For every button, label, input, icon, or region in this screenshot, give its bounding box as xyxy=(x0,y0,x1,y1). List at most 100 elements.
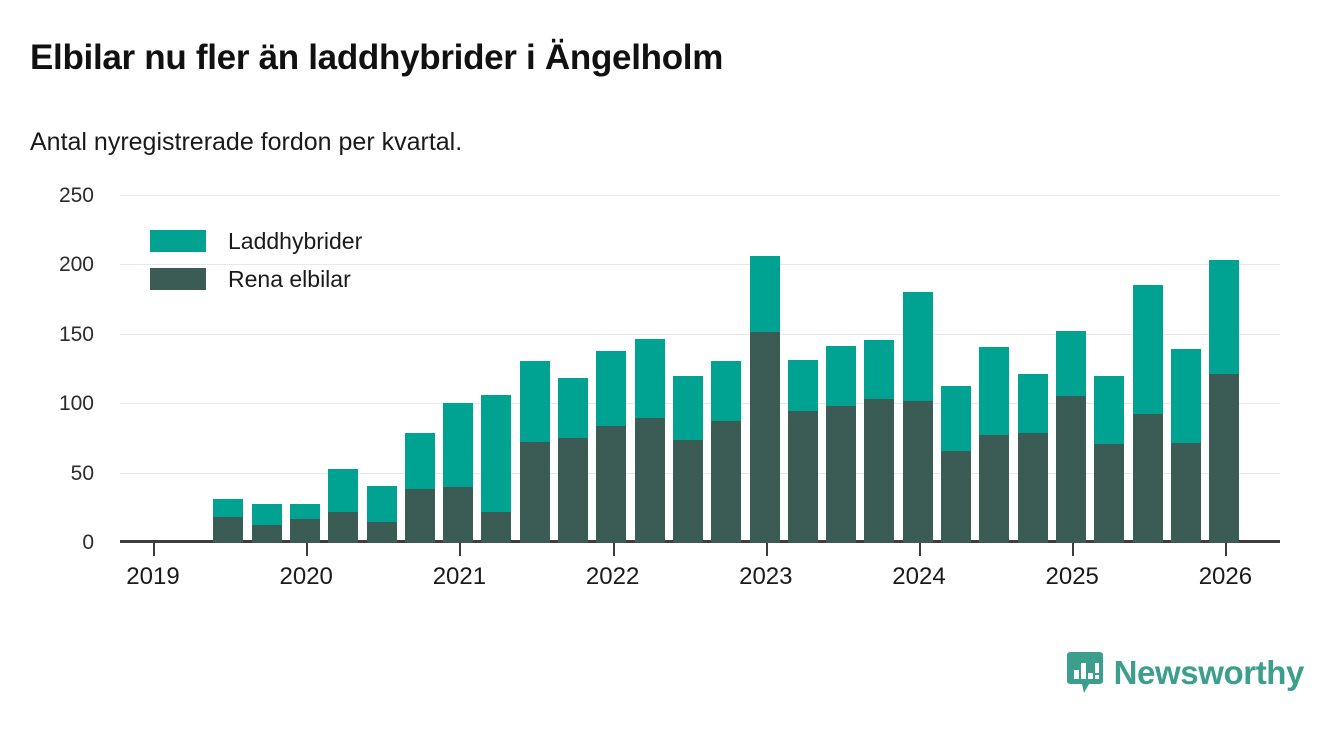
gridline-200 xyxy=(120,264,1280,266)
bar-2024-Q4[interactable] xyxy=(1055,330,1086,543)
bar-2023-Q2[interactable] xyxy=(826,345,857,543)
bar-2019-Q2[interactable] xyxy=(213,498,244,543)
bar-segment-rena-elbilar xyxy=(1209,373,1240,543)
bar-2023-Q1[interactable] xyxy=(787,359,818,543)
x-tick-2023 xyxy=(765,543,768,556)
newsworthy-wordmark: Newsworthy xyxy=(1113,654,1305,691)
bar-segment-rena-elbilar xyxy=(251,524,282,543)
bar-segment-laddhybrider xyxy=(749,255,780,333)
legend-swatch-rena-elbilar xyxy=(150,268,206,290)
x-tick-2022 xyxy=(612,543,615,556)
bar-segment-rena-elbilar xyxy=(596,426,627,543)
legend-label-rena-elbilar: Rena elbilar xyxy=(228,265,351,292)
bar-segment-laddhybrider xyxy=(826,345,857,406)
bar-segment-rena-elbilar xyxy=(519,441,550,543)
bar-segment-laddhybrider xyxy=(1055,330,1086,396)
bar-2025-Q4[interactable] xyxy=(1209,259,1240,543)
bar-2021-Q2[interactable] xyxy=(519,361,550,543)
bar-segment-laddhybrider xyxy=(979,347,1010,435)
x-tick-label-2021: 2021 xyxy=(432,563,487,590)
bar-2022-Q1[interactable] xyxy=(634,338,665,543)
bar-segment-laddhybrider xyxy=(1017,373,1048,434)
bar-chart: 0 50 100 150 200 250 2019 2020 2021 2022 2023 2024… xyxy=(0,180,1340,600)
bar-segment-laddhybrider xyxy=(404,433,435,489)
x-tick-2021 xyxy=(459,543,462,556)
bar-2022-Q3[interactable] xyxy=(711,361,742,543)
bar-segment-laddhybrider xyxy=(213,498,244,517)
bar-segment-laddhybrider xyxy=(672,376,703,441)
page-subtitle: Antal nyregistrerade fordon per kvartal. xyxy=(30,128,463,156)
bar-2021-Q1[interactable] xyxy=(481,394,512,543)
gridline-150 xyxy=(120,333,1280,335)
bar-segment-laddhybrider xyxy=(634,338,665,419)
y-tick-label-0: 0 xyxy=(82,531,94,554)
bar-segment-rena-elbilar xyxy=(558,437,588,543)
bar-segment-rena-elbilar xyxy=(711,420,742,543)
bar-2024-Q3[interactable] xyxy=(1017,373,1048,543)
bar-2022-Q4[interactable] xyxy=(749,255,780,543)
legend-item-rena-elbilar: Rena elbilar xyxy=(150,260,362,298)
bar-segment-laddhybrider xyxy=(328,469,359,513)
bar-2023-Q4[interactable] xyxy=(902,291,933,543)
legend-label-laddhybrider: Laddhybrider xyxy=(228,227,363,254)
bar-segment-rena-elbilar xyxy=(634,418,665,543)
legend-swatch-laddhybrider xyxy=(150,230,206,252)
x-tick-label-2022: 2022 xyxy=(585,563,640,590)
bar-2019-Q4[interactable] xyxy=(289,504,320,543)
bar-segment-rena-elbilar xyxy=(902,401,933,543)
x-tick-label-2026: 2026 xyxy=(1198,563,1253,590)
bar-segment-rena-elbilar xyxy=(787,411,818,543)
x-tick-2024 xyxy=(919,543,921,556)
bar-segment-rena-elbilar xyxy=(366,522,397,543)
bar-2019-Q3[interactable] xyxy=(251,504,282,543)
bar-segment-rena-elbilar xyxy=(1132,413,1163,543)
y-axis-labels: 0 50 100 150 200 250 xyxy=(0,184,108,554)
bar-segment-rena-elbilar xyxy=(213,516,244,543)
bar-2022-Q2[interactable] xyxy=(672,376,703,543)
bar-segment-rena-elbilar xyxy=(672,440,703,543)
x-tick-label-2019: 2019 xyxy=(126,563,180,590)
x-tick-2026 xyxy=(1225,543,1228,556)
bar-2025-Q1[interactable] xyxy=(1094,376,1125,543)
bar-segment-laddhybrider xyxy=(443,402,474,488)
plot-area xyxy=(120,195,1280,543)
bar-2020-Q3[interactable] xyxy=(404,433,435,543)
speech-bubble-bar-chart-icon xyxy=(1066,651,1104,695)
bar-2021-Q4[interactable] xyxy=(596,351,627,543)
x-axis: 2019 2020 2021 2022 2023 2024 2025 2026 xyxy=(120,543,1280,603)
y-tick-label-100: 100 xyxy=(58,392,94,416)
y-tick-label-250: 250 xyxy=(58,184,94,207)
bar-2020-Q4[interactable] xyxy=(443,402,474,543)
bar-2024-Q1[interactable] xyxy=(941,386,971,543)
bar-series-group xyxy=(120,196,1280,543)
bar-segment-rena-elbilar xyxy=(749,332,780,543)
bar-segment-laddhybrider xyxy=(787,359,818,412)
bar-segment-laddhybrider xyxy=(366,486,397,523)
legend-item-laddhybrider: Laddhybrider xyxy=(150,222,362,260)
x-tick-label-2023: 2023 xyxy=(739,563,793,590)
bar-segment-laddhybrider xyxy=(1094,376,1125,445)
bar-2023-Q3[interactable] xyxy=(864,340,895,543)
bar-2021-Q3[interactable] xyxy=(558,377,588,543)
bar-2025-Q2[interactable] xyxy=(1132,284,1163,543)
bar-segment-rena-elbilar xyxy=(404,488,435,543)
newsworthy-logo: Newsworthy xyxy=(1066,651,1304,695)
bar-segment-rena-elbilar xyxy=(1017,433,1048,543)
bar-segment-laddhybrider xyxy=(1132,284,1163,414)
bar-segment-laddhybrider xyxy=(519,361,550,442)
chart-legend: Laddhybrider Rena elbilar xyxy=(150,222,362,298)
bar-segment-laddhybrider xyxy=(902,291,933,402)
bar-segment-laddhybrider xyxy=(251,504,282,525)
x-tick-label-2025: 2025 xyxy=(1045,563,1099,590)
bar-segment-laddhybrider xyxy=(864,340,895,399)
y-tick-label-50: 50 xyxy=(70,461,94,485)
bar-segment-rena-elbilar xyxy=(1055,395,1086,543)
x-tick-label-2024: 2024 xyxy=(892,563,946,590)
bar-2025-Q3[interactable] xyxy=(1170,348,1201,543)
bar-segment-rena-elbilar xyxy=(1094,444,1125,543)
bar-2020-Q2[interactable] xyxy=(366,486,397,543)
x-tick-2019 xyxy=(153,543,155,556)
bar-2024-Q2[interactable] xyxy=(979,347,1010,543)
x-tick-2020 xyxy=(306,543,309,556)
bar-2020-Q1[interactable] xyxy=(328,469,359,543)
